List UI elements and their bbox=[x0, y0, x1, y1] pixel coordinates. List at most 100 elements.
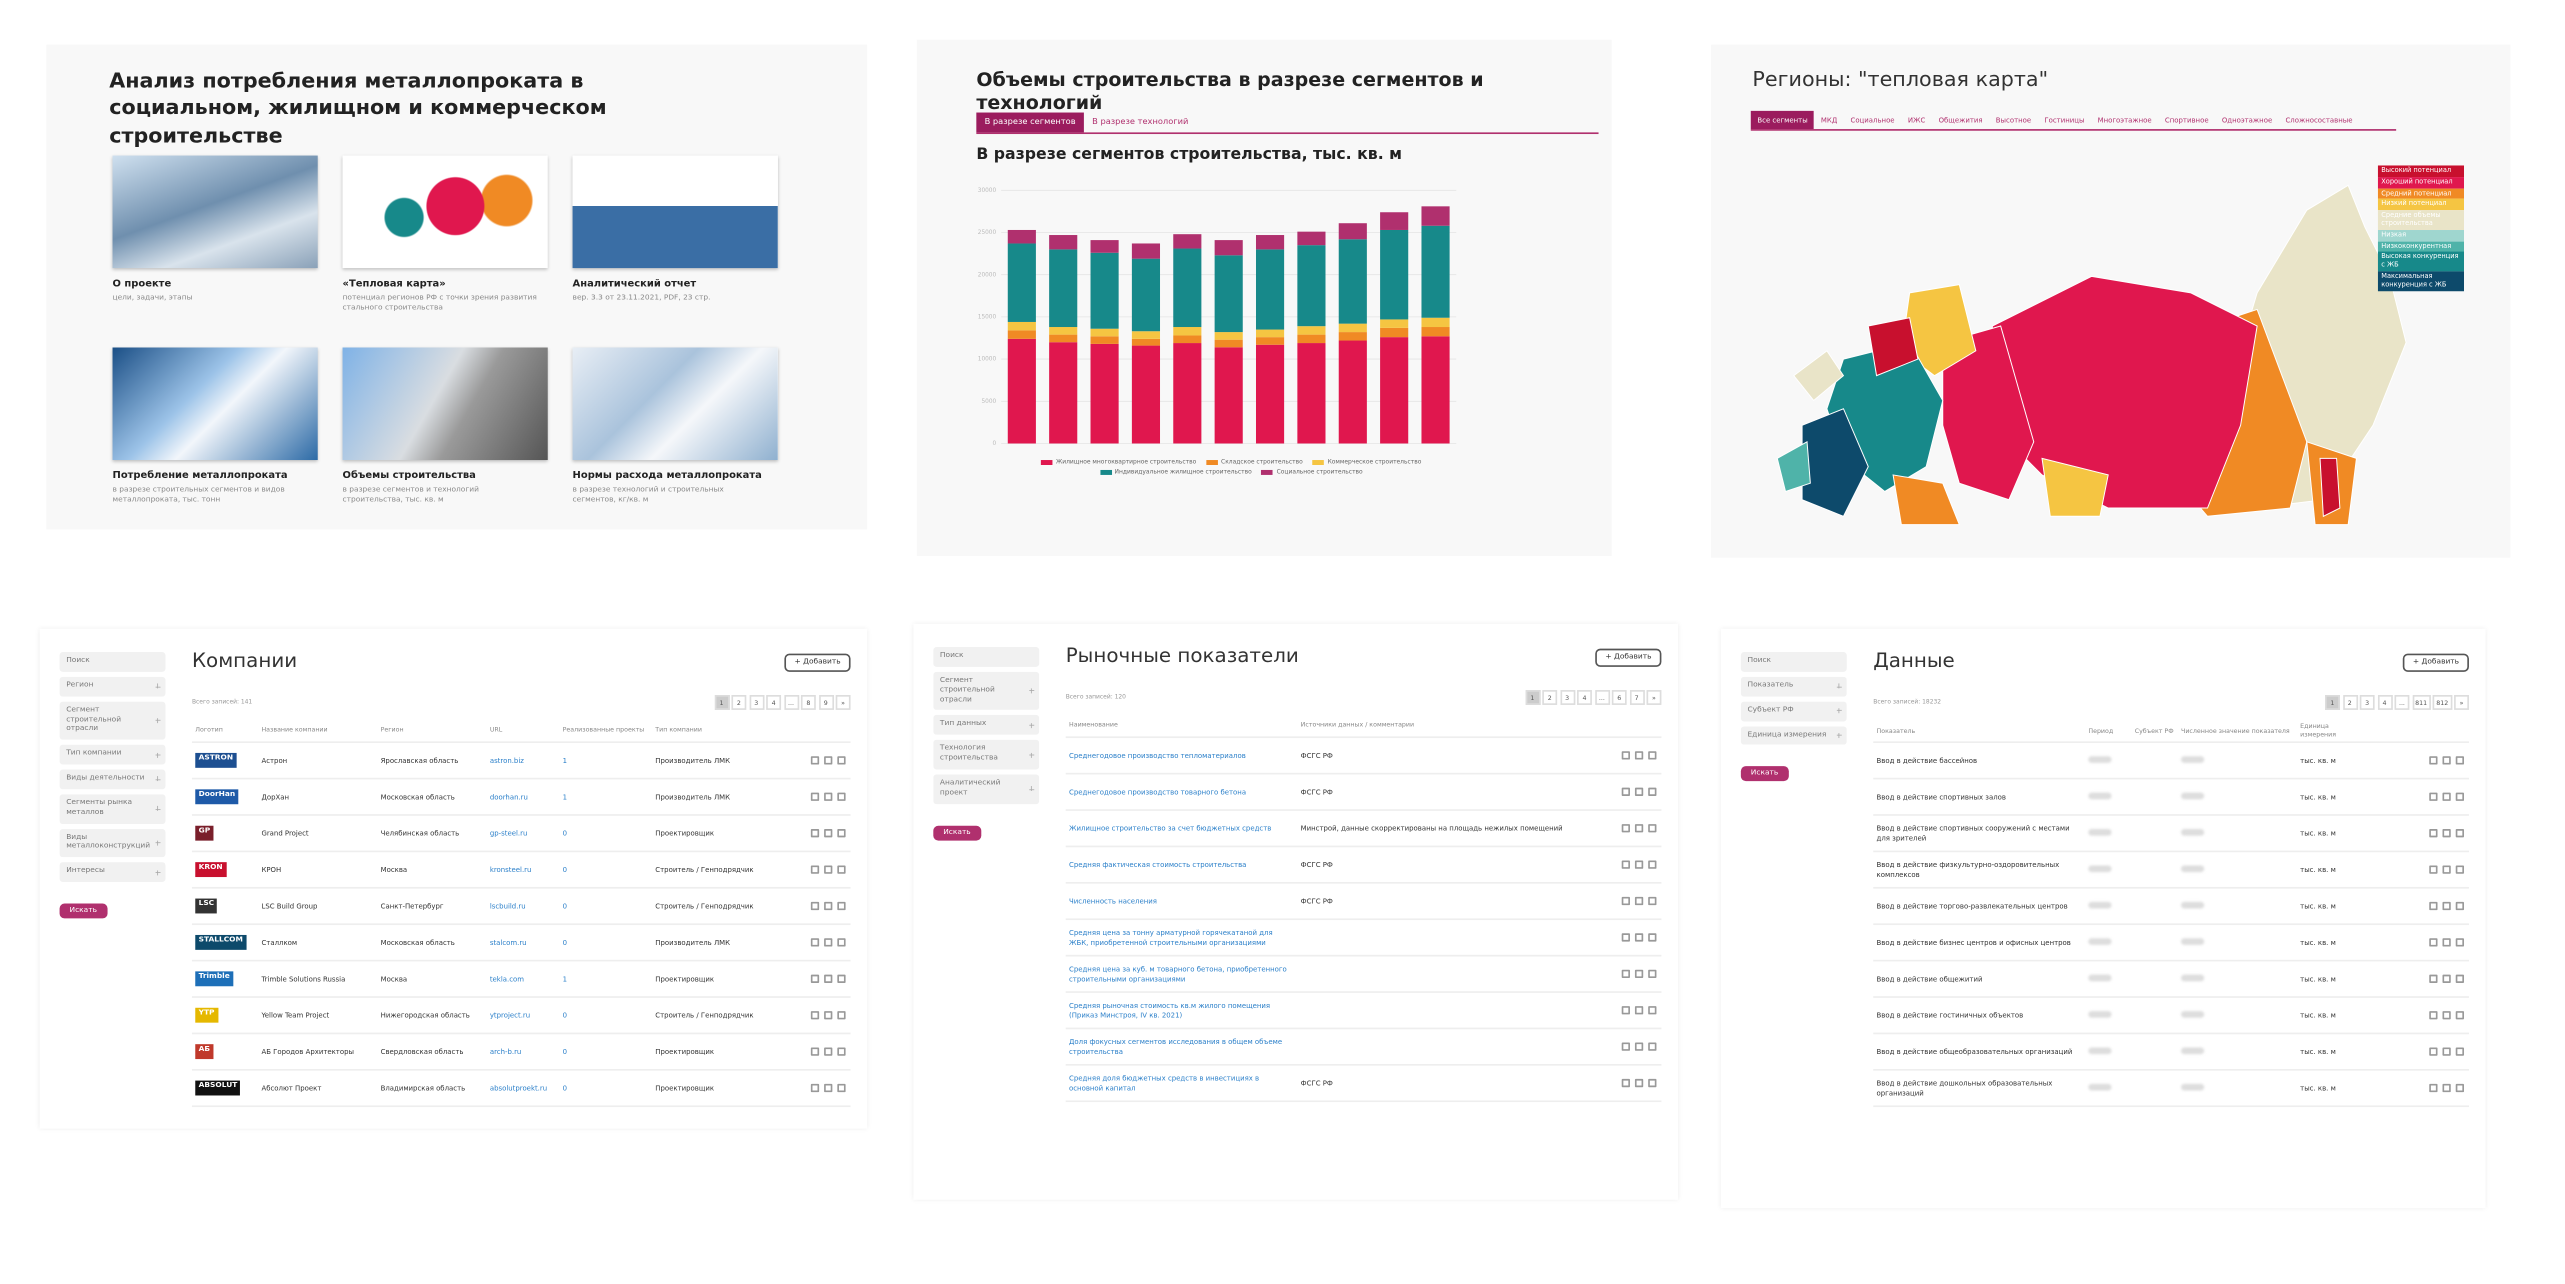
page-link[interactable]: » bbox=[835, 695, 851, 710]
action-icon[interactable] bbox=[1648, 1042, 1657, 1051]
page-link[interactable]: 2 bbox=[1542, 690, 1558, 705]
action-icon[interactable] bbox=[1634, 1042, 1644, 1051]
action-icon[interactable] bbox=[1621, 896, 1630, 906]
tab[interactable]: В разрезе технологий bbox=[1092, 117, 1189, 128]
action-icon[interactable] bbox=[1648, 933, 1657, 942]
page-link[interactable]: 1 bbox=[714, 695, 729, 710]
action-icon[interactable] bbox=[2429, 1011, 2438, 1020]
action-icon[interactable] bbox=[2442, 902, 2451, 911]
action-icon[interactable] bbox=[2455, 975, 2464, 984]
action-icon[interactable] bbox=[1634, 1006, 1644, 1015]
filter[interactable]: Показатель bbox=[1741, 677, 1847, 697]
action-icon[interactable] bbox=[810, 901, 820, 911]
add-button[interactable]: + Добавить bbox=[784, 653, 851, 672]
action-icon[interactable] bbox=[2429, 793, 2438, 802]
action-icon[interactable] bbox=[837, 1047, 846, 1056]
indicator-name[interactable]: Доля фокусных сегментов исследования в о… bbox=[1069, 1037, 1283, 1055]
projects[interactable]: 0 bbox=[562, 1083, 568, 1092]
tab[interactable]: Гостиницы bbox=[2044, 115, 2085, 125]
filter[interactable]: Технология строительства bbox=[933, 740, 1039, 769]
action-icon[interactable] bbox=[1621, 751, 1630, 760]
action-icon[interactable] bbox=[1648, 969, 1657, 978]
action-icon[interactable] bbox=[2455, 865, 2464, 875]
action-icon[interactable] bbox=[1648, 824, 1657, 833]
url[interactable]: absolutproekt.ru bbox=[489, 1083, 548, 1092]
page-link[interactable]: 7 bbox=[1629, 690, 1645, 705]
action-icon[interactable] bbox=[1634, 933, 1644, 942]
action-icon[interactable] bbox=[2429, 865, 2438, 875]
action-icon[interactable] bbox=[1621, 860, 1630, 869]
action-icon[interactable] bbox=[810, 792, 820, 801]
search-button[interactable]: Искать bbox=[933, 825, 981, 840]
page-link[interactable]: » bbox=[1646, 690, 1662, 705]
action-icon[interactable] bbox=[810, 829, 820, 838]
action-icon[interactable] bbox=[1634, 751, 1644, 760]
page-link[interactable]: ... bbox=[1594, 690, 1610, 705]
filter[interactable]: Тип данных bbox=[933, 715, 1039, 735]
legend-item[interactable]: Высокая конкуренция с ЖБ bbox=[2377, 252, 2464, 272]
action-icon[interactable] bbox=[824, 1083, 833, 1093]
action-icon[interactable] bbox=[2429, 938, 2438, 947]
legend-item[interactable]: Складское строительство bbox=[1206, 458, 1303, 465]
action-icon[interactable] bbox=[1634, 896, 1644, 906]
tab[interactable]: Все сегменты bbox=[1750, 110, 1815, 130]
indicator-name[interactable]: Средняя доля бюджетных средств в инвести… bbox=[1069, 1073, 1260, 1092]
action-icon[interactable] bbox=[2442, 938, 2451, 947]
tab[interactable]: Высотное bbox=[1995, 115, 2032, 125]
indicator-name[interactable]: Среднегодовое производство тепломатериал… bbox=[1069, 750, 1246, 759]
indicator-name[interactable]: Средняя рыночная стоимость кв.м жилого п… bbox=[1069, 1000, 1271, 1019]
action-icon[interactable] bbox=[824, 865, 833, 874]
action-icon[interactable] bbox=[2442, 1011, 2451, 1020]
action-icon[interactable] bbox=[1634, 824, 1644, 833]
page-link[interactable]: 3 bbox=[1559, 690, 1575, 705]
action-icon[interactable] bbox=[1648, 1078, 1657, 1088]
action-icon[interactable] bbox=[837, 901, 846, 911]
legend-item[interactable]: Индивидуальное жилищное строительство bbox=[1099, 468, 1252, 475]
action-icon[interactable] bbox=[1648, 751, 1657, 760]
tab[interactable]: В разрезе сегментов bbox=[976, 112, 1084, 133]
action-icon[interactable] bbox=[2442, 975, 2451, 984]
tab[interactable]: Спортивное bbox=[2164, 115, 2209, 125]
nav-card[interactable]: Аналитический отчет вер. 3.3 от 23.11.202… bbox=[572, 155, 778, 305]
action-icon[interactable] bbox=[2429, 756, 2438, 765]
filter[interactable]: Тип компании bbox=[60, 745, 166, 765]
action-icon[interactable] bbox=[837, 865, 846, 874]
url[interactable]: arch-b.ru bbox=[489, 1046, 522, 1056]
action-icon[interactable] bbox=[824, 1011, 833, 1020]
filter[interactable]: Единица измерения bbox=[1741, 726, 1847, 746]
action-icon[interactable] bbox=[810, 974, 820, 983]
page-link[interactable]: 2 bbox=[2342, 695, 2358, 710]
action-icon[interactable] bbox=[837, 756, 846, 765]
search-button[interactable]: Искать bbox=[59, 903, 107, 919]
action-icon[interactable] bbox=[824, 1047, 833, 1056]
nav-card[interactable]: Объемы строительства в разрезе сегментов … bbox=[342, 347, 548, 506]
page-link[interactable]: 1 bbox=[1524, 690, 1540, 705]
action-icon[interactable] bbox=[824, 792, 833, 801]
action-icon[interactable] bbox=[837, 829, 846, 838]
page-link[interactable]: ... bbox=[2394, 695, 2410, 710]
action-icon[interactable] bbox=[2429, 1047, 2438, 1057]
page-link[interactable]: 4 bbox=[766, 695, 782, 710]
action-icon[interactable] bbox=[837, 1083, 846, 1093]
action-icon[interactable] bbox=[1648, 787, 1657, 796]
legend-item[interactable]: Высокий потенциал bbox=[2377, 165, 2464, 177]
filter[interactable]: Аналитический проект bbox=[933, 774, 1039, 803]
action-icon[interactable] bbox=[824, 756, 833, 765]
action-icon[interactable] bbox=[1621, 1042, 1630, 1051]
page-link[interactable]: 811 bbox=[2411, 695, 2431, 710]
action-icon[interactable] bbox=[837, 792, 846, 801]
page-link[interactable]: 4 bbox=[1577, 690, 1592, 705]
legend-item[interactable]: Коммерческое строительство bbox=[1312, 458, 1421, 465]
tab[interactable]: Общежития bbox=[1938, 115, 1983, 125]
action-icon[interactable] bbox=[1621, 1006, 1630, 1015]
indicator-name[interactable]: Средняя цена за тонну арматурной горячек… bbox=[1069, 928, 1273, 946]
action-icon[interactable] bbox=[2455, 938, 2464, 947]
url[interactable]: tekla.com bbox=[489, 974, 525, 983]
page-link[interactable]: 9 bbox=[818, 695, 834, 710]
nav-card[interactable]: «Тепловая карта» потенциал регионов РФ с … bbox=[342, 155, 548, 314]
indicator-name[interactable]: Жилищное строительство за счет бюджетных… bbox=[1069, 823, 1272, 832]
page-link[interactable]: 3 bbox=[2359, 695, 2375, 710]
action-icon[interactable] bbox=[2455, 793, 2464, 802]
tab[interactable]: Сложносоставные bbox=[2285, 115, 2353, 125]
projects[interactable]: 0 bbox=[562, 937, 568, 946]
